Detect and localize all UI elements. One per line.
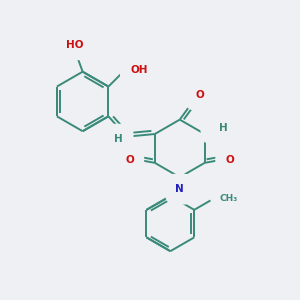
Text: O: O <box>125 155 134 165</box>
Text: N: N <box>176 184 184 194</box>
Text: H: H <box>114 134 123 144</box>
Text: N: N <box>211 123 220 134</box>
Text: HO: HO <box>66 40 84 50</box>
Text: O: O <box>226 155 235 165</box>
Text: OH: OH <box>130 65 148 75</box>
Text: H: H <box>219 123 228 134</box>
Text: CH₃: CH₃ <box>220 194 238 203</box>
Text: O: O <box>195 90 204 100</box>
